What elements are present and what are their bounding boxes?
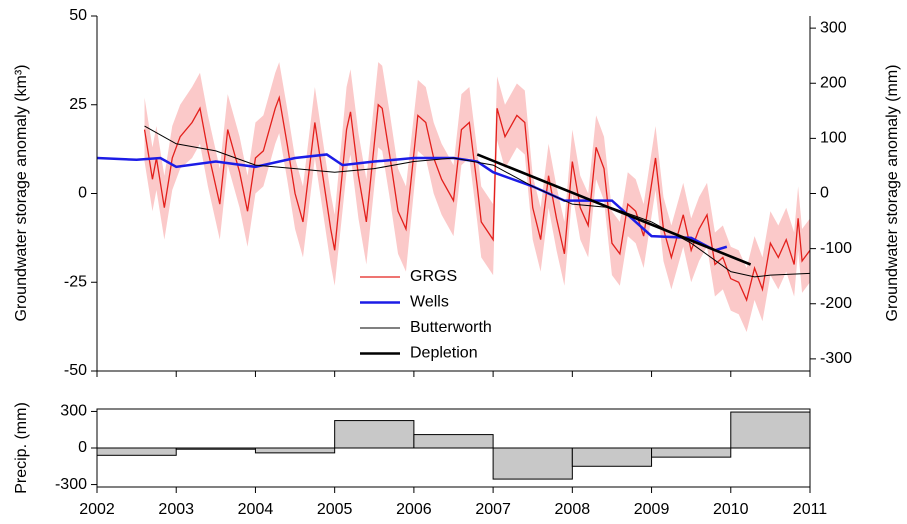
x-tick-label: 2007 <box>475 501 511 518</box>
x-tick-label: 2008 <box>555 501 591 518</box>
y2-tick-label: -100 <box>820 240 852 257</box>
x-tick-label: 2010 <box>713 501 749 518</box>
x-tick-label: 2011 <box>793 501 828 518</box>
y-tick-label: 25 <box>69 96 87 113</box>
y-tick-label: -50 <box>64 362 87 379</box>
series-line <box>476 153 752 266</box>
y2-tick-label: -300 <box>820 350 852 367</box>
legend-label: Butterworth <box>410 319 492 336</box>
y2-tick-label: -200 <box>820 295 852 312</box>
y2-tick-label: 100 <box>820 130 847 147</box>
legend-label: Wells <box>410 294 449 311</box>
y-tick-label: 300 <box>60 403 87 420</box>
y2-tick-label: 0 <box>820 185 829 202</box>
y2-tick-label: 300 <box>820 19 847 36</box>
x-tick-label: 2006 <box>396 501 432 518</box>
x-tick-label: 2002 <box>79 501 115 518</box>
y-axis-label: Precip. (mm) <box>13 402 30 494</box>
y-tick-label: 0 <box>78 439 87 456</box>
legend-label: Depletion <box>410 345 478 362</box>
y2-axis-label: Groundwater storage anomaly (mm) <box>884 65 901 322</box>
y2-tick-label: 200 <box>820 74 847 91</box>
y-tick-label: -25 <box>64 273 87 290</box>
y-tick-label: 50 <box>69 7 87 24</box>
uncertainty-band <box>144 62 811 332</box>
bar <box>96 447 177 456</box>
y-tick-label: -300 <box>55 476 87 493</box>
bar <box>571 447 653 467</box>
y-tick-label: 0 <box>78 185 87 202</box>
bar <box>413 434 494 449</box>
bar <box>651 447 732 458</box>
y-axis-label: Groundwater storage anomaly (km³) <box>13 65 30 322</box>
x-tick-label: 2004 <box>238 501 274 518</box>
series-line <box>144 125 811 278</box>
bar <box>730 411 811 449</box>
series-line <box>96 153 728 252</box>
bar <box>492 447 573 480</box>
legend-label: GRGS <box>410 268 457 285</box>
bar <box>175 447 256 450</box>
x-tick-label: 2003 <box>158 501 194 518</box>
bar <box>254 447 336 454</box>
x-tick-label: 2009 <box>634 501 670 518</box>
bar <box>334 420 415 449</box>
x-tick-label: 2005 <box>317 501 353 518</box>
